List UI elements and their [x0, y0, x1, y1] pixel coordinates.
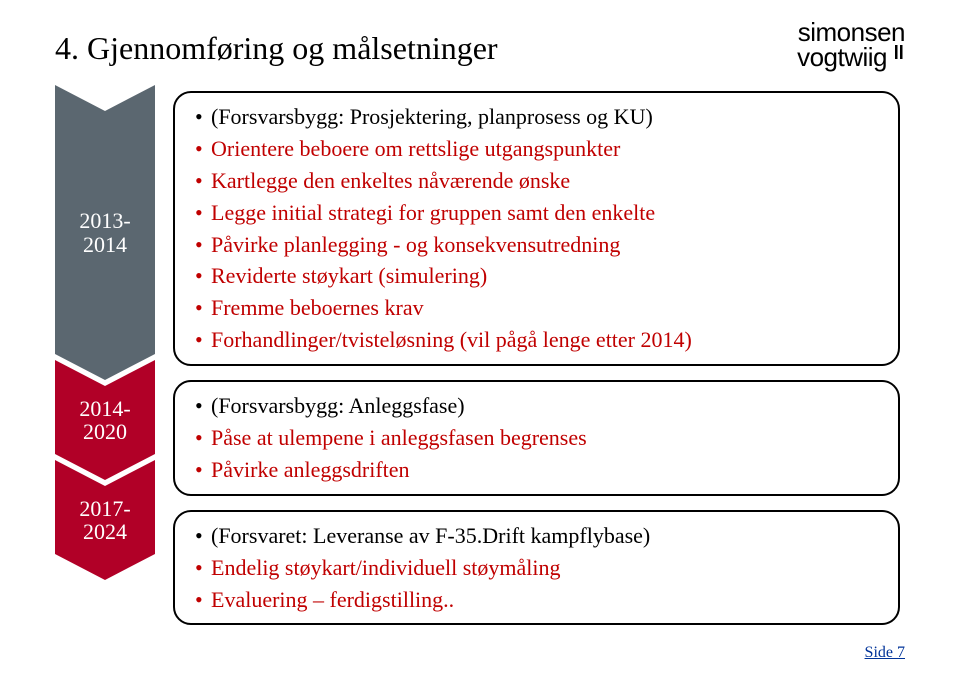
timeline-chevron-p3: 2017-2024 [55, 460, 155, 580]
timeline-chevron-p1: 2013-2014 [55, 85, 155, 380]
logo-mark-icon [891, 45, 905, 67]
logo-line-2-text: vogtwiig [797, 42, 887, 72]
bullet-item: Kartlegge den enkeltes nåværende ønske [195, 165, 882, 197]
bullet-item: Påvirke anleggsdriften [195, 454, 882, 486]
timeline-label: 2017-2024 [55, 497, 155, 543]
bullet-list: (Forsvaret: Leveranse av F-35.Drift kamp… [195, 520, 882, 616]
brand-logo: simonsen vogtwiig [797, 20, 905, 69]
boxes-column: (Forsvarsbygg: Prosjektering, planproses… [173, 85, 900, 625]
bullet-list: (Forsvarsbygg: Anleggsfase)Påse at ulemp… [195, 390, 882, 486]
timeline-column: 2013-2014 2014-2020 2017-2024 [55, 85, 155, 625]
bullet-item: Påvirke planlegging - og konsekvensutred… [195, 229, 882, 261]
bullet-item: Fremme beboernes krav [195, 292, 882, 324]
bullet-item: Evaluering – ferdigstilling.. [195, 584, 882, 616]
bullet-item: Orientere beboere om rettslige utgangspu… [195, 133, 882, 165]
bullet-item: (Forsvaret: Leveranse av F-35.Drift kamp… [195, 520, 882, 552]
timeline-label: 2014-2020 [55, 397, 155, 443]
bullet-item: (Forsvarsbygg: Anleggsfase) [195, 390, 882, 422]
bullet-item: Påse at ulempene i anleggsfasen begrense… [195, 422, 882, 454]
box3: (Forsvaret: Leveranse av F-35.Drift kamp… [173, 510, 900, 626]
timeline-label: 2013-2014 [55, 209, 155, 255]
logo-line-2: vogtwiig [797, 45, 905, 70]
box1: (Forsvarsbygg: Prosjektering, planproses… [173, 91, 900, 366]
bullet-item: Legge initial strategi for gruppen samt … [195, 197, 882, 229]
bullet-list: (Forsvarsbygg: Prosjektering, planproses… [195, 101, 882, 356]
page-title: 4. Gjennomføring og målsetninger [55, 30, 900, 67]
content-row: 2013-2014 2014-2020 2017-2024 (Forsvarsbyg… [55, 85, 900, 625]
page-number: Side 7 [865, 644, 905, 662]
bullet-item: Endelig støykart/individuell støymåling [195, 552, 882, 584]
slide: simonsen vogtwiig 4. Gjennomføring og må… [0, 0, 960, 688]
bullet-item: Forhandlinger/tvisteløsning (vil pågå le… [195, 324, 882, 356]
bullet-item: Reviderte støykart (simulering) [195, 260, 882, 292]
box2: (Forsvarsbygg: Anleggsfase)Påse at ulemp… [173, 380, 900, 496]
bullet-item: (Forsvarsbygg: Prosjektering, planproses… [195, 101, 882, 133]
